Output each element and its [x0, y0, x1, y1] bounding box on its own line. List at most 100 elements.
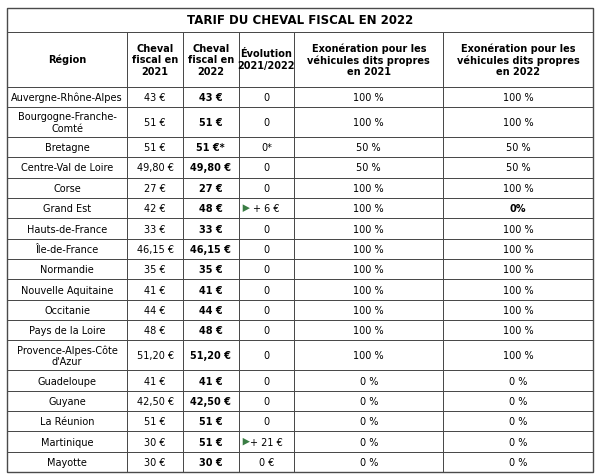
- Text: 44 €: 44 €: [199, 305, 223, 315]
- Bar: [443, 178, 593, 198]
- Text: 0 %: 0 %: [359, 376, 378, 386]
- Bar: [183, 158, 239, 178]
- Bar: [239, 219, 294, 239]
- Text: 0%: 0%: [510, 204, 526, 214]
- Bar: [443, 391, 593, 411]
- Bar: [183, 391, 239, 411]
- Bar: [183, 88, 239, 108]
- Bar: [7, 280, 127, 300]
- Bar: [183, 88, 239, 108]
- Bar: [7, 9, 593, 33]
- Bar: [183, 33, 239, 88]
- Bar: [7, 371, 127, 391]
- Text: 100 %: 100 %: [503, 305, 533, 315]
- Bar: [294, 341, 443, 371]
- Bar: [294, 158, 443, 178]
- Bar: [127, 88, 183, 108]
- Bar: [183, 280, 239, 300]
- Text: 51 €*: 51 €*: [196, 143, 225, 153]
- Text: 100 %: 100 %: [353, 118, 384, 128]
- Bar: [7, 219, 127, 239]
- Bar: [127, 432, 183, 452]
- Text: Bretagne: Bretagne: [45, 143, 89, 153]
- Bar: [127, 391, 183, 411]
- Bar: [7, 198, 127, 219]
- Bar: [183, 371, 239, 391]
- Bar: [294, 158, 443, 178]
- Text: 0: 0: [263, 326, 269, 336]
- Bar: [239, 158, 294, 178]
- Text: 0: 0: [263, 285, 269, 295]
- Bar: [443, 280, 593, 300]
- Text: 0 %: 0 %: [359, 457, 378, 467]
- Text: 100 %: 100 %: [503, 118, 533, 128]
- Bar: [294, 33, 443, 88]
- Bar: [443, 239, 593, 259]
- Text: Normandie: Normandie: [40, 265, 94, 275]
- Bar: [443, 198, 593, 219]
- Text: 42 €: 42 €: [144, 204, 166, 214]
- Text: TARIF DU CHEVAL FISCAL EN 2022: TARIF DU CHEVAL FISCAL EN 2022: [187, 14, 413, 27]
- Bar: [443, 138, 593, 158]
- Bar: [239, 108, 294, 138]
- Bar: [183, 280, 239, 300]
- Bar: [7, 280, 127, 300]
- Bar: [183, 452, 239, 472]
- Text: 51,20 €: 51,20 €: [137, 351, 173, 361]
- Bar: [127, 371, 183, 391]
- Bar: [127, 178, 183, 198]
- Bar: [294, 198, 443, 219]
- Bar: [294, 452, 443, 472]
- Bar: [239, 432, 294, 452]
- Text: 44 €: 44 €: [145, 305, 166, 315]
- Polygon shape: [243, 205, 250, 212]
- Bar: [183, 158, 239, 178]
- Bar: [294, 108, 443, 138]
- Bar: [239, 198, 294, 219]
- Bar: [294, 239, 443, 259]
- Bar: [443, 452, 593, 472]
- Bar: [127, 341, 183, 371]
- Bar: [294, 239, 443, 259]
- Text: Corse: Corse: [53, 183, 81, 193]
- Text: 46,15 €: 46,15 €: [137, 244, 173, 254]
- Text: 100 %: 100 %: [503, 183, 533, 193]
- Text: Bourgogne-Franche-
Comté: Bourgogne-Franche- Comté: [18, 112, 116, 133]
- Text: 46,15 €: 46,15 €: [190, 244, 231, 254]
- Text: 0: 0: [263, 163, 269, 173]
- Bar: [443, 300, 593, 320]
- Bar: [7, 33, 127, 88]
- Bar: [443, 341, 593, 371]
- Text: 100 %: 100 %: [503, 92, 533, 102]
- Bar: [7, 432, 127, 452]
- Bar: [294, 411, 443, 432]
- Bar: [443, 391, 593, 411]
- Bar: [7, 391, 127, 411]
- Text: 100 %: 100 %: [353, 204, 384, 214]
- Bar: [443, 33, 593, 88]
- Bar: [183, 452, 239, 472]
- Text: Grand Est: Grand Est: [43, 204, 91, 214]
- Text: 100 %: 100 %: [353, 326, 384, 336]
- Bar: [183, 138, 239, 158]
- Bar: [443, 88, 593, 108]
- Bar: [7, 138, 127, 158]
- Text: Région: Région: [48, 55, 86, 65]
- Bar: [127, 138, 183, 158]
- Bar: [443, 88, 593, 108]
- Bar: [183, 259, 239, 280]
- Bar: [294, 259, 443, 280]
- Bar: [294, 88, 443, 108]
- Bar: [443, 178, 593, 198]
- Text: 0 %: 0 %: [359, 416, 378, 426]
- Bar: [443, 239, 593, 259]
- Bar: [239, 411, 294, 432]
- Text: 100 %: 100 %: [353, 92, 384, 102]
- Text: 48 €: 48 €: [199, 204, 223, 214]
- Bar: [443, 371, 593, 391]
- Text: 42,50 €: 42,50 €: [190, 396, 231, 406]
- Text: 100 %: 100 %: [503, 326, 533, 336]
- Bar: [294, 33, 443, 88]
- Bar: [294, 219, 443, 239]
- Bar: [294, 178, 443, 198]
